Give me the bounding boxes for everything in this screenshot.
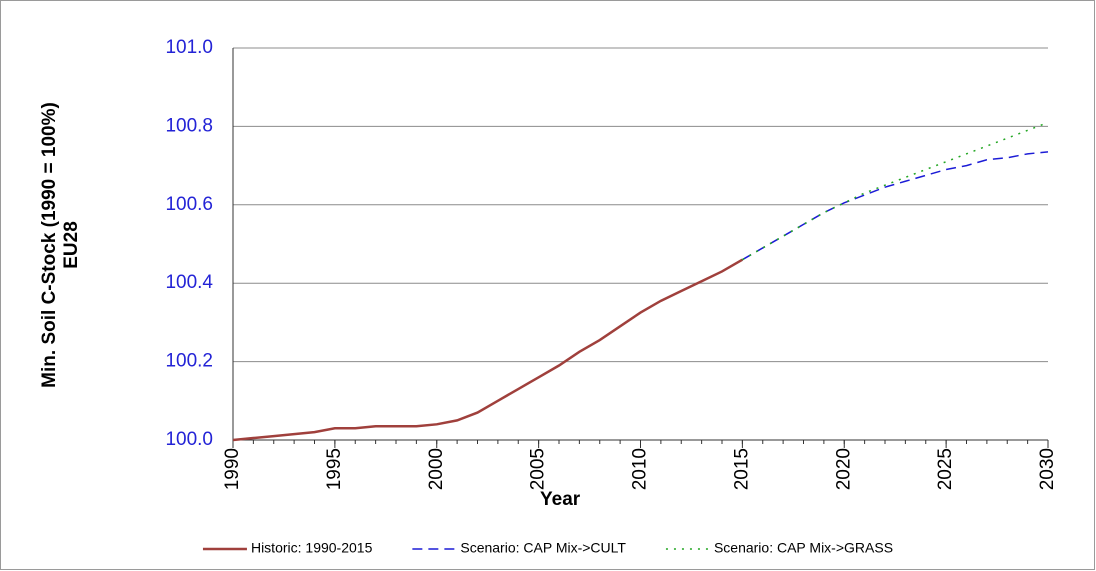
x-tick-label: 2000 xyxy=(426,448,447,490)
x-tick-label: 2005 xyxy=(528,448,549,490)
x-tick-label: 2015 xyxy=(731,448,752,490)
y-tick-label: 100.4 xyxy=(165,272,213,293)
x-tick-label: 2020 xyxy=(833,448,854,490)
y-axis-title: Min. Soil C-Stock (1990 = 100%) xyxy=(39,102,60,388)
x-tick-label: 2025 xyxy=(935,448,956,490)
series-line xyxy=(742,151,1049,261)
series-line xyxy=(232,258,743,442)
x-tick-label: 1995 xyxy=(324,448,345,490)
legend-label: Scenario: CAP Mix->GRASS xyxy=(714,540,893,556)
y-tick-label: 100.6 xyxy=(165,194,213,215)
x-tick-label: 2010 xyxy=(630,448,651,490)
x-tick-label: 1990 xyxy=(222,448,243,490)
y-tick-label: 100.2 xyxy=(165,351,213,372)
legend-label: Historic: 1990-2015 xyxy=(251,540,373,556)
x-axis-title: Year xyxy=(540,489,581,510)
y-axis-title: EU28 xyxy=(61,221,82,269)
x-tick-label: 2030 xyxy=(1037,448,1058,490)
legend-label: Scenario: CAP Mix->CULT xyxy=(460,540,626,556)
y-tick-label: 100.0 xyxy=(165,429,213,450)
y-tick-label: 100.8 xyxy=(165,115,213,136)
series-line xyxy=(742,121,1049,261)
y-tick-label: 101.0 xyxy=(165,37,213,58)
